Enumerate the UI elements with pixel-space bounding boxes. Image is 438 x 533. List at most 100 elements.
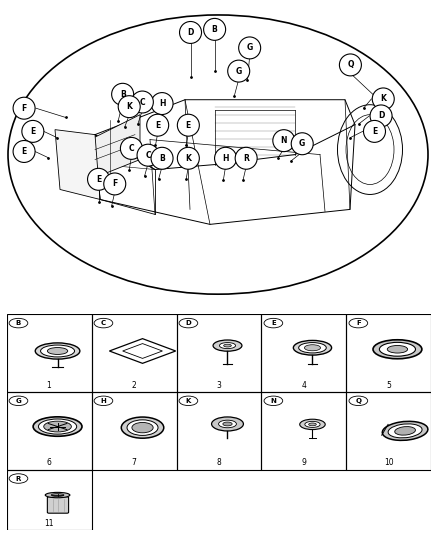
Circle shape xyxy=(215,147,237,169)
Ellipse shape xyxy=(299,343,326,353)
Text: E: E xyxy=(96,175,101,184)
Text: E: E xyxy=(155,120,160,130)
Text: 9: 9 xyxy=(301,458,307,467)
Ellipse shape xyxy=(213,340,242,351)
Text: 11: 11 xyxy=(44,519,54,528)
Ellipse shape xyxy=(51,494,64,496)
Ellipse shape xyxy=(39,419,77,434)
Circle shape xyxy=(94,318,113,328)
Circle shape xyxy=(235,147,257,169)
Circle shape xyxy=(13,141,35,163)
Polygon shape xyxy=(55,130,100,199)
Text: K: K xyxy=(185,154,191,163)
Text: C: C xyxy=(140,98,145,107)
Text: H: H xyxy=(101,398,106,404)
Circle shape xyxy=(179,396,198,406)
Text: R: R xyxy=(16,475,21,481)
Circle shape xyxy=(9,474,28,483)
Ellipse shape xyxy=(44,421,71,432)
Text: D: D xyxy=(378,111,384,120)
Text: B: B xyxy=(159,154,165,163)
Text: Q: Q xyxy=(347,60,353,69)
Text: C: C xyxy=(145,151,151,160)
Ellipse shape xyxy=(127,420,158,435)
Text: 8: 8 xyxy=(217,458,221,467)
Circle shape xyxy=(204,19,226,41)
Text: R: R xyxy=(243,154,249,163)
Text: Q: Q xyxy=(355,398,361,404)
Text: C: C xyxy=(129,144,134,153)
Ellipse shape xyxy=(33,417,82,437)
Circle shape xyxy=(151,93,173,115)
Text: H: H xyxy=(159,99,165,108)
Ellipse shape xyxy=(300,419,325,430)
Circle shape xyxy=(349,318,368,328)
Ellipse shape xyxy=(293,341,332,355)
FancyBboxPatch shape xyxy=(47,497,69,513)
Text: 6: 6 xyxy=(46,458,52,467)
Text: 7: 7 xyxy=(131,458,137,467)
Text: E: E xyxy=(271,320,276,326)
Ellipse shape xyxy=(224,344,231,347)
Ellipse shape xyxy=(373,340,422,359)
Circle shape xyxy=(131,91,153,113)
Ellipse shape xyxy=(223,422,232,426)
Circle shape xyxy=(239,37,261,59)
Ellipse shape xyxy=(219,343,236,349)
Text: 5: 5 xyxy=(386,381,392,390)
Circle shape xyxy=(147,114,169,136)
Text: B: B xyxy=(212,25,218,34)
Polygon shape xyxy=(90,115,140,180)
Circle shape xyxy=(291,133,313,155)
Circle shape xyxy=(264,318,283,328)
Text: E: E xyxy=(30,127,35,136)
Ellipse shape xyxy=(219,420,237,428)
Circle shape xyxy=(9,318,28,328)
Circle shape xyxy=(112,83,134,105)
Text: D: D xyxy=(186,320,191,326)
Text: F: F xyxy=(21,104,27,112)
Text: 3: 3 xyxy=(216,381,222,390)
Circle shape xyxy=(120,138,142,159)
Circle shape xyxy=(228,60,250,82)
Text: G: G xyxy=(247,43,253,52)
Text: 1: 1 xyxy=(47,381,51,390)
Text: N: N xyxy=(270,398,276,404)
Circle shape xyxy=(370,105,392,127)
Circle shape xyxy=(264,396,283,406)
Text: N: N xyxy=(281,136,287,145)
Text: G: G xyxy=(236,67,242,76)
Ellipse shape xyxy=(121,417,164,438)
Circle shape xyxy=(88,168,110,190)
Circle shape xyxy=(13,97,35,119)
Ellipse shape xyxy=(387,345,408,353)
Text: F: F xyxy=(356,320,361,326)
Circle shape xyxy=(339,54,361,76)
Text: 4: 4 xyxy=(301,381,307,390)
Ellipse shape xyxy=(309,423,316,426)
Circle shape xyxy=(22,120,44,142)
Ellipse shape xyxy=(35,343,80,359)
Text: G: G xyxy=(16,398,21,404)
Text: D: D xyxy=(187,28,194,37)
Circle shape xyxy=(372,88,394,110)
Text: G: G xyxy=(299,139,305,148)
Ellipse shape xyxy=(212,417,244,431)
Circle shape xyxy=(180,21,201,43)
Circle shape xyxy=(118,96,140,118)
Ellipse shape xyxy=(45,492,70,498)
Ellipse shape xyxy=(395,426,416,435)
Circle shape xyxy=(9,396,28,406)
Text: K: K xyxy=(126,102,132,111)
Ellipse shape xyxy=(47,348,68,354)
Ellipse shape xyxy=(132,423,153,433)
Circle shape xyxy=(104,173,126,195)
Text: E: E xyxy=(186,120,191,130)
Circle shape xyxy=(94,396,113,406)
Circle shape xyxy=(177,147,199,169)
Text: E: E xyxy=(372,127,377,136)
Text: H: H xyxy=(223,154,229,163)
Circle shape xyxy=(273,130,295,151)
Ellipse shape xyxy=(41,345,74,357)
Ellipse shape xyxy=(382,421,428,440)
